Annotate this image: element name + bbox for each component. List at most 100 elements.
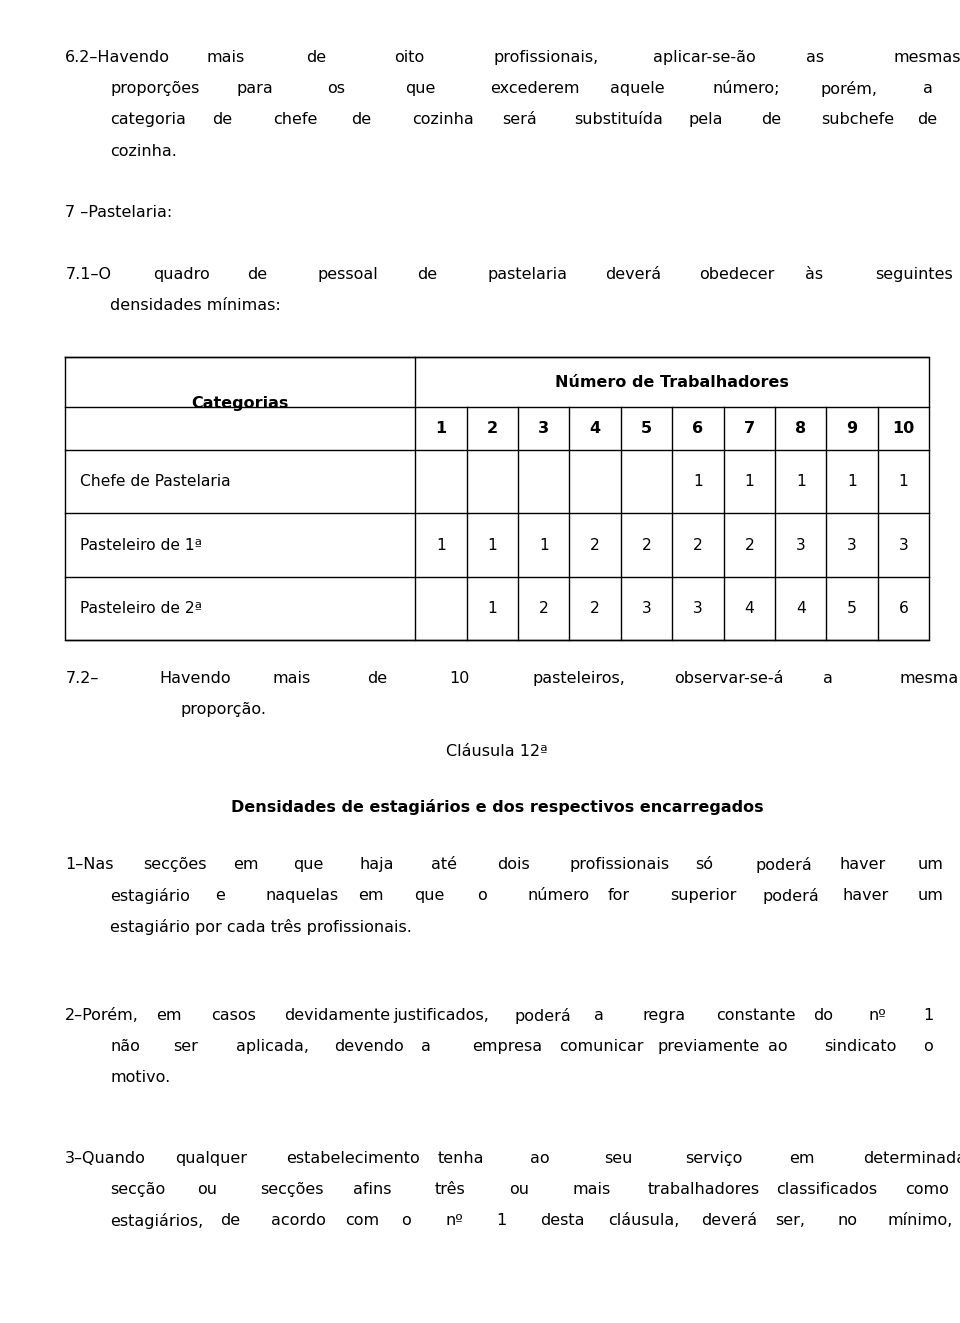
Text: ou: ou	[510, 1183, 530, 1197]
Text: em: em	[233, 857, 259, 872]
Text: 1: 1	[435, 421, 446, 437]
Text: como: como	[905, 1183, 949, 1197]
Text: 3: 3	[539, 421, 549, 437]
Text: de: de	[351, 112, 372, 127]
Text: motivo.: motivo.	[110, 1070, 171, 1085]
Text: 9: 9	[847, 421, 857, 437]
Text: cozinha: cozinha	[412, 112, 473, 127]
Text: 1: 1	[796, 474, 805, 490]
Text: comunicar: comunicar	[559, 1040, 643, 1054]
Text: 1: 1	[436, 537, 445, 553]
Text: 1: 1	[744, 474, 755, 490]
Text: 2: 2	[487, 421, 498, 437]
Text: o: o	[476, 889, 487, 904]
Text: o: o	[924, 1040, 933, 1054]
Text: de: de	[367, 671, 387, 685]
Text: pessoal: pessoal	[318, 267, 378, 282]
Text: 2: 2	[590, 537, 600, 553]
Text: seguintes: seguintes	[876, 267, 953, 282]
Text: superior: superior	[670, 889, 736, 904]
Text: substituída: substituída	[574, 112, 663, 127]
Text: de: de	[760, 112, 780, 127]
Text: pastelaria: pastelaria	[488, 267, 567, 282]
Text: afins: afins	[353, 1183, 392, 1197]
Text: que: que	[405, 81, 436, 97]
Text: ou: ou	[198, 1183, 217, 1197]
Text: proporção.: proporção.	[180, 701, 267, 717]
Text: acordo: acordo	[271, 1213, 325, 1228]
Text: 3: 3	[848, 537, 857, 553]
Text: 1–Nas: 1–Nas	[65, 857, 114, 872]
Text: ser,: ser,	[775, 1213, 804, 1228]
Text: às: às	[805, 267, 824, 282]
Text: 1: 1	[539, 537, 548, 553]
Text: só: só	[695, 857, 713, 872]
Text: ser: ser	[173, 1040, 198, 1054]
Text: Havendo: Havendo	[159, 671, 231, 685]
Text: obedecer: obedecer	[700, 267, 775, 282]
Text: mesmas: mesmas	[894, 50, 960, 65]
Text: 2: 2	[590, 601, 600, 617]
Text: os: os	[327, 81, 345, 97]
Text: secções: secções	[143, 857, 206, 872]
Text: oito: oito	[394, 50, 424, 65]
Text: desta: desta	[540, 1213, 585, 1228]
Text: será: será	[502, 112, 537, 127]
Text: 3–Quando: 3–Quando	[65, 1151, 146, 1166]
Text: 6.2–Havendo: 6.2–Havendo	[65, 50, 170, 65]
Text: pela: pela	[688, 112, 723, 127]
Text: 3: 3	[641, 601, 652, 617]
Text: 1: 1	[848, 474, 857, 490]
Text: classificados: classificados	[777, 1183, 877, 1197]
Text: 7.1–O: 7.1–O	[65, 267, 111, 282]
Text: as: as	[805, 50, 824, 65]
Text: mínimo,: mínimo,	[887, 1213, 952, 1228]
Text: Número de Trabalhadores: Número de Trabalhadores	[555, 374, 789, 390]
Text: até: até	[431, 857, 457, 872]
Text: tenha: tenha	[438, 1151, 485, 1166]
Text: mesma: mesma	[900, 671, 959, 685]
Text: deverá: deverá	[606, 267, 661, 282]
Text: em: em	[358, 889, 383, 904]
Text: densidades mínimas:: densidades mínimas:	[110, 298, 281, 314]
Text: poderá: poderá	[762, 889, 819, 905]
Text: três: três	[435, 1183, 466, 1197]
Text: Densidades de estagiários e dos respectivos encarregados: Densidades de estagiários e dos respecti…	[231, 799, 763, 815]
Text: secções: secções	[260, 1183, 324, 1197]
Text: 2: 2	[744, 537, 755, 553]
Text: observar-se-á: observar-se-á	[675, 671, 784, 685]
Text: casos: casos	[211, 1008, 256, 1023]
Text: qualquer: qualquer	[176, 1151, 248, 1166]
Text: 2–Porém,: 2–Porém,	[65, 1008, 139, 1023]
Text: 1: 1	[899, 474, 908, 490]
Text: aplicada,: aplicada,	[236, 1040, 309, 1054]
Text: 1: 1	[924, 1008, 933, 1023]
Text: estagiários,: estagiários,	[110, 1213, 204, 1229]
Text: em: em	[789, 1151, 815, 1166]
Text: 2: 2	[539, 601, 548, 617]
Text: a: a	[593, 1008, 604, 1023]
Text: previamente: previamente	[658, 1040, 759, 1054]
Text: para: para	[237, 81, 274, 97]
Text: de: de	[248, 267, 268, 282]
Text: um: um	[918, 889, 943, 904]
Text: número: número	[527, 889, 589, 904]
Text: 7.2–: 7.2–	[65, 671, 99, 685]
Text: 1: 1	[488, 601, 497, 617]
Text: haver: haver	[843, 889, 889, 904]
Text: nº: nº	[445, 1213, 464, 1228]
Text: estagiário por cada três profissionais.: estagiário por cada três profissionais.	[110, 919, 412, 935]
Text: seu: seu	[605, 1151, 633, 1166]
Text: Categorias: Categorias	[192, 396, 289, 411]
Text: com: com	[345, 1213, 379, 1228]
Text: 6: 6	[899, 601, 908, 617]
Text: e: e	[215, 889, 225, 904]
Text: nº: nº	[868, 1008, 886, 1023]
Text: que: que	[414, 889, 444, 904]
Text: determinada: determinada	[863, 1151, 960, 1166]
Text: estabelecimento: estabelecimento	[286, 1151, 420, 1166]
Text: um: um	[918, 857, 943, 872]
Text: a: a	[924, 81, 933, 97]
Text: número;: número;	[712, 81, 780, 97]
Text: 1: 1	[488, 537, 497, 553]
